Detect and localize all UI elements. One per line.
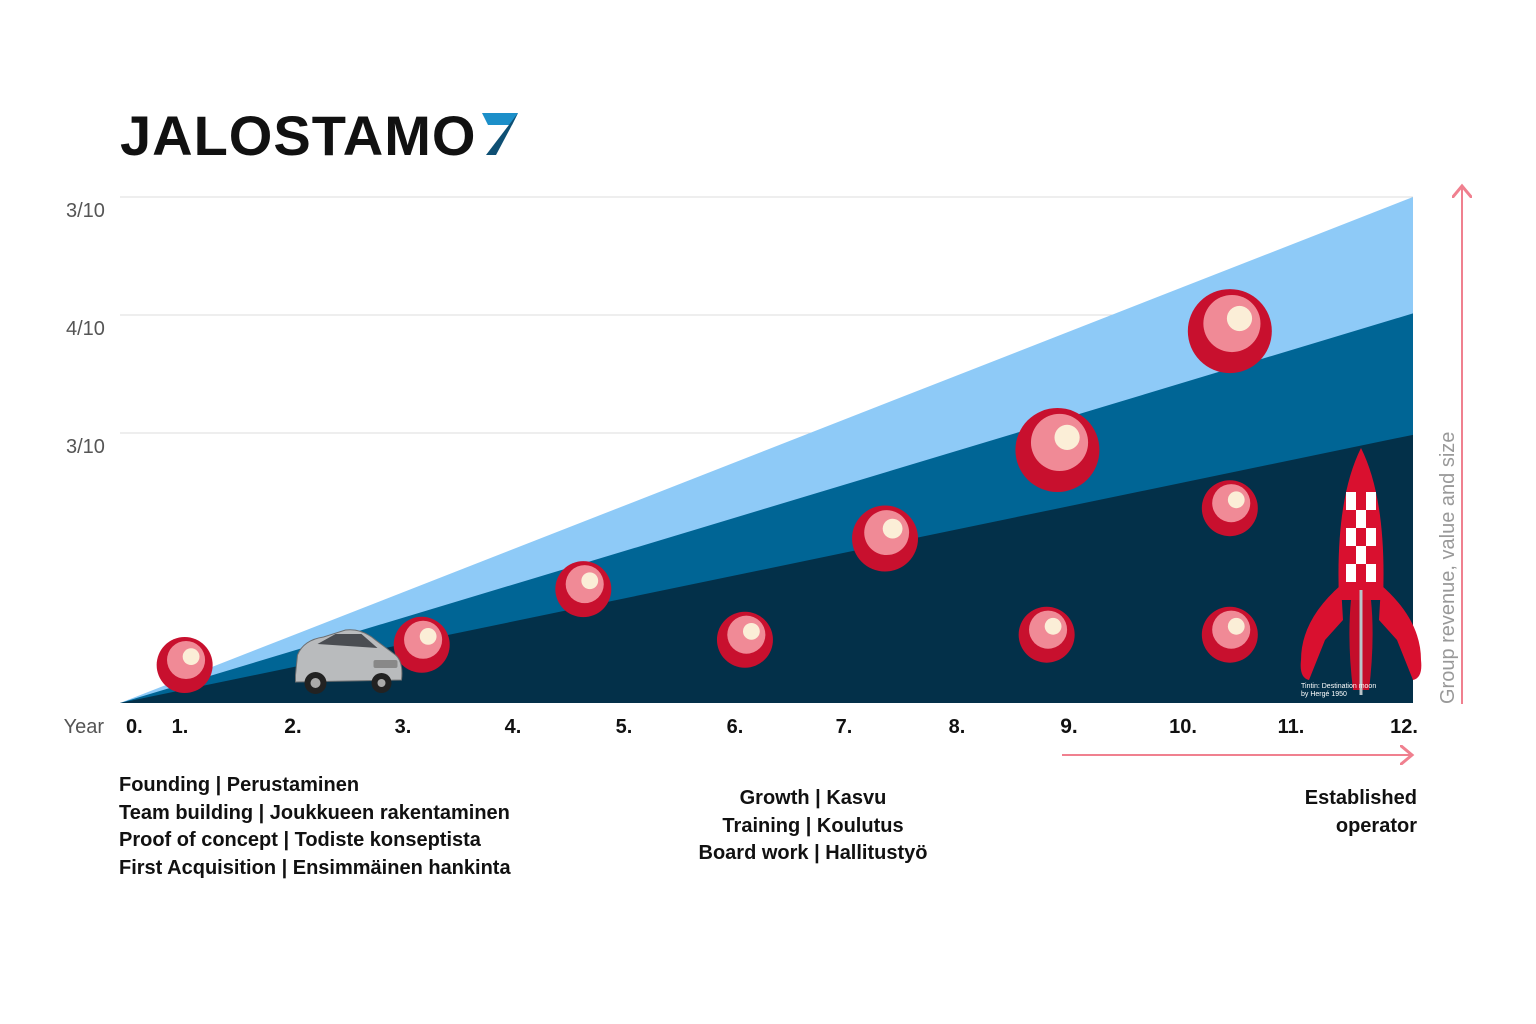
bubble [1187, 289, 1272, 374]
x-tick-label: 6. [727, 716, 744, 738]
phase-line: Founding | Perustaminen [119, 774, 360, 796]
x-tick-label: 5. [616, 716, 633, 738]
x-tick-label: 10. [1169, 716, 1197, 738]
bubble [555, 561, 612, 618]
phase-line: Growth | Kasvu [739, 787, 887, 809]
bubble [1015, 408, 1100, 492]
axes: Year 0. 1. 2. 3. 4. 5. 6. 7. 8. 9. 10. 11. 12. 3/10 4… [64, 188, 1462, 755]
x-tick-label: 9. [1060, 715, 1078, 738]
logo-wordmark: JALOSTAMO [120, 104, 477, 167]
x-tick-label: 0. [126, 716, 143, 738]
bubble [1018, 606, 1075, 663]
bubble [1201, 480, 1258, 537]
phase-line: Board work | Hallitustyö [698, 842, 928, 864]
x-tick-label: 3. [395, 716, 412, 738]
logo-seven-mark [482, 113, 519, 155]
x-tick-label: 2. [284, 715, 302, 738]
bubble [393, 616, 450, 673]
logo: JALOSTAMO [120, 108, 520, 164]
phase-line: First Acquisition | Ensimmäinen hankinta [119, 856, 511, 879]
y-tick-label: 3/10 [66, 200, 105, 222]
rocket-caption: Tintin: Destination moon [1301, 683, 1376, 690]
bubbles [156, 289, 1272, 694]
x-tick-label: 1. [172, 716, 189, 738]
bubble [852, 505, 919, 572]
car-illustration [295, 629, 403, 694]
x-tick-labels: 0. 1. 2. 3. 4. 5. 6. 7. 8. 9. 10. 11. 12. [126, 715, 1418, 738]
x-tick-label: 7. [836, 716, 853, 738]
phase-established: Established operator [1200, 785, 1417, 840]
y-tick-label: 3/10 [66, 436, 105, 458]
phase-founding: Founding | Perustaminen Team building | … [119, 772, 511, 882]
bubble [156, 637, 213, 694]
phase-line: Established [1304, 787, 1417, 809]
phase-line: operator [1335, 814, 1417, 837]
phase-line: Training | Koulutus [722, 814, 904, 837]
y-tick-label: 4/10 [66, 318, 105, 340]
x-tick-label: 8. [949, 716, 966, 738]
y-axis-label: Group revenue, value and size [1437, 432, 1459, 704]
x-axis-label: Year [64, 716, 105, 738]
phase-line: Proof of concept | Todiste konseptista [119, 829, 481, 851]
x-tick-label: 4. [505, 716, 522, 738]
y-tick-labels: 3/10 4/10 3/10 [66, 200, 105, 458]
rocket-caption: by Hergé 1950 [1301, 691, 1347, 698]
bubble [1201, 606, 1258, 663]
x-tick-label: 11. [1278, 716, 1305, 738]
bubble [716, 611, 773, 668]
phase-line: Team building | Joukkueen rakentaminen [119, 801, 510, 824]
x-tick-label: 12. [1390, 716, 1418, 738]
phase-growth: Growth | Kasvu Training | Koulutus Board… [0, 785, 1536, 868]
